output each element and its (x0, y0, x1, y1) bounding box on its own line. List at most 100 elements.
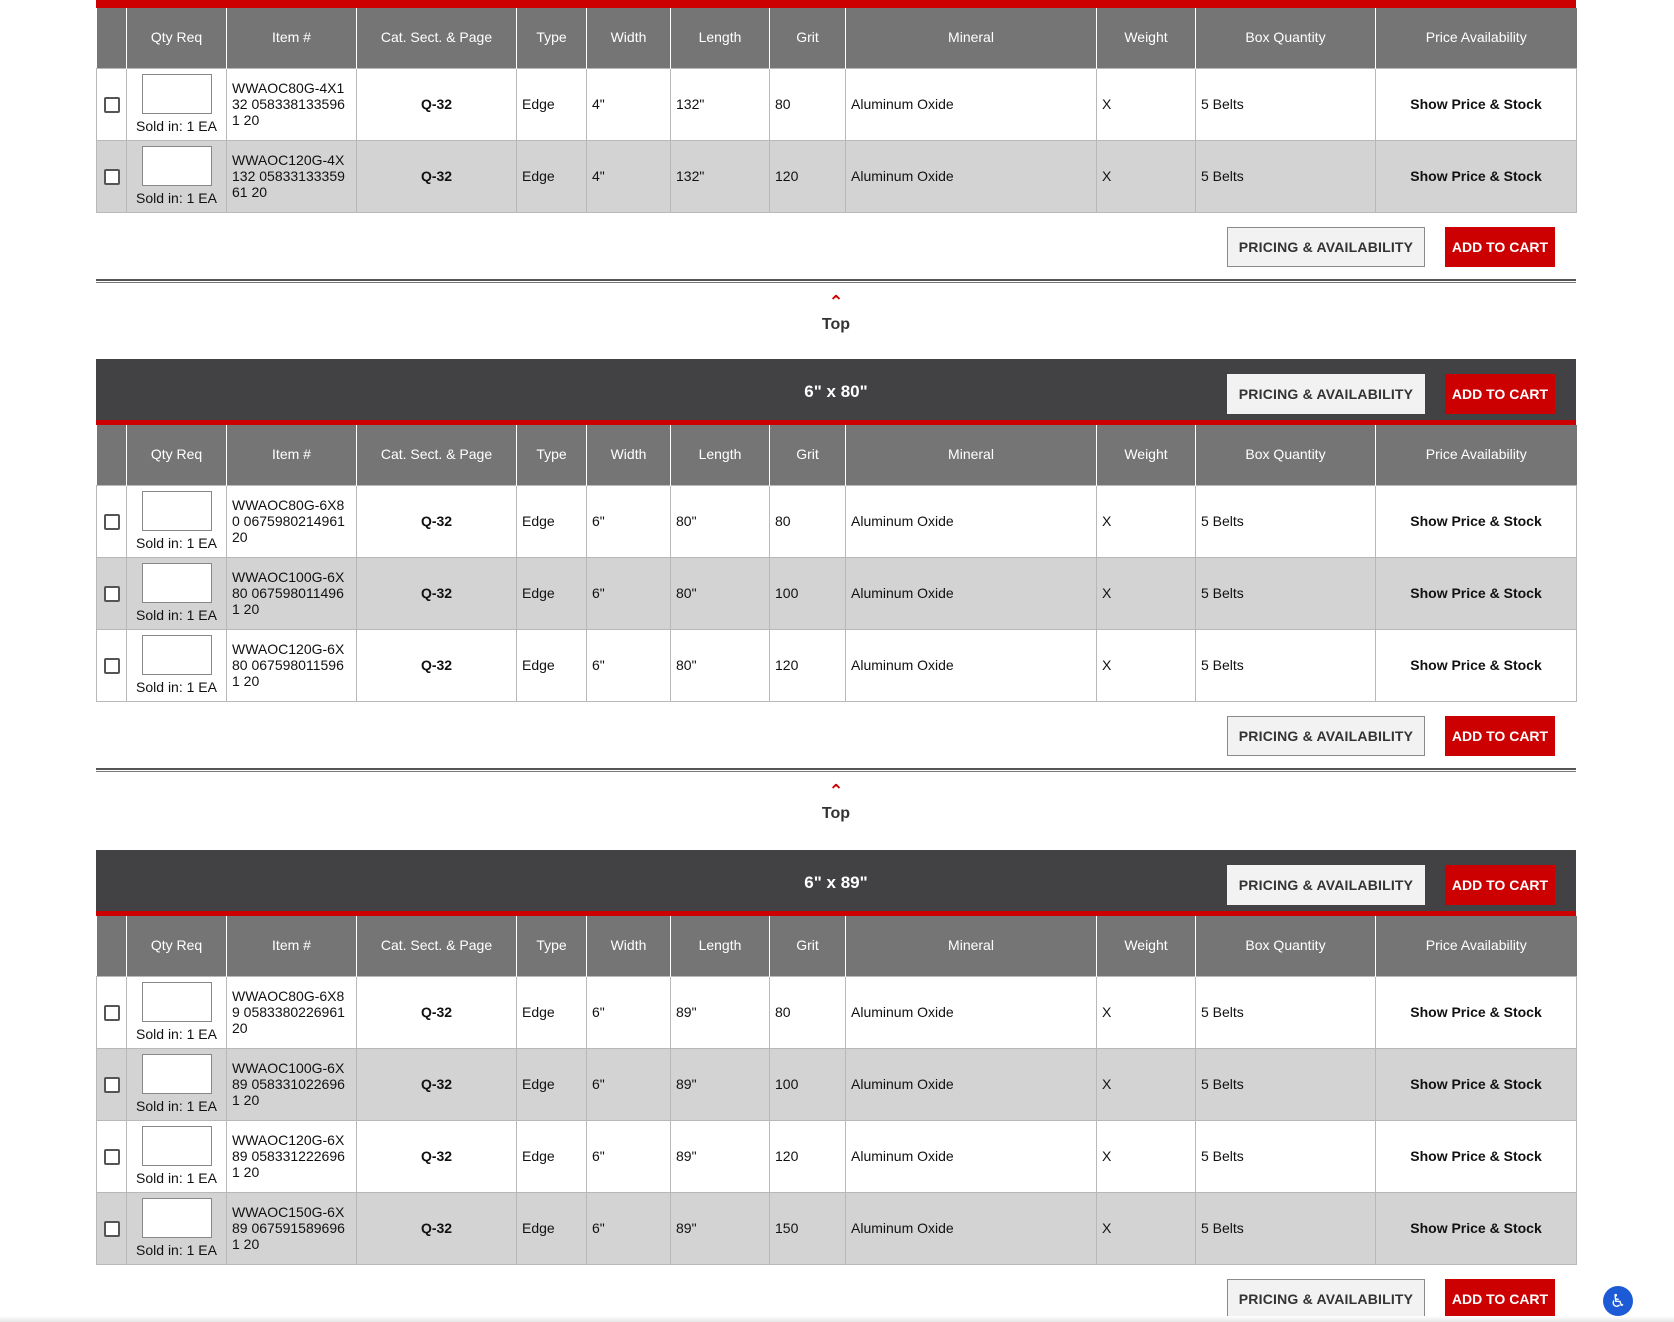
qty-input[interactable] (141, 1198, 212, 1238)
header-width: Width (586, 916, 671, 976)
cat-page-link[interactable]: Q-32 (356, 67, 517, 141)
qty-input[interactable] (141, 1126, 212, 1166)
weight-cell: X (1096, 1191, 1196, 1265)
header-width: Width (586, 425, 671, 485)
header-price: Price Availability (1375, 916, 1577, 976)
qty-input[interactable] (141, 1054, 212, 1094)
weight-cell: X (1096, 556, 1196, 630)
show-price-link[interactable]: Show Price & Stock (1375, 975, 1577, 1049)
header-select (96, 916, 127, 976)
show-price-link[interactable]: Show Price & Stock (1375, 1119, 1577, 1193)
weight-cell: X (1096, 975, 1196, 1049)
product-table: Qty Req Item # Cat. Sect. & Page Type Wi… (96, 916, 1577, 1265)
row-checkbox[interactable] (103, 1148, 120, 1165)
cat-page-link[interactable]: Q-32 (356, 484, 517, 558)
table-row: Sold in: 1 EA WWAOC120G-6X80 06759801159… (96, 628, 1577, 702)
qty-input[interactable] (141, 74, 212, 114)
cat-page-link[interactable]: Q-32 (356, 1191, 517, 1265)
header-box: Box Quantity (1195, 8, 1376, 68)
show-price-link[interactable]: Show Price & Stock (1375, 628, 1577, 702)
show-price-link[interactable]: Show Price & Stock (1375, 139, 1577, 213)
pricing-availability-button[interactable]: PRICING & AVAILABILITY (1227, 226, 1425, 267)
type-cell: Edge (516, 975, 587, 1049)
type-cell: Edge (516, 1191, 587, 1265)
add-to-cart-button[interactable]: ADD TO CART (1445, 865, 1555, 905)
length-cell: 89" (670, 1047, 770, 1121)
group-title: 6" x 89" (804, 873, 868, 892)
sold-in-label: Sold in: 1 EA (136, 190, 217, 206)
show-price-link[interactable]: Show Price & Stock (1375, 1191, 1577, 1265)
row-checkbox[interactable] (103, 168, 120, 185)
group-header: 6" x 89" PRICING & AVAILABILITY ADD TO C… (96, 850, 1576, 916)
grit-cell: 100 (769, 1047, 846, 1121)
mineral-cell: Aluminum Oxide (845, 975, 1097, 1049)
weight-cell: X (1096, 628, 1196, 702)
add-to-cart-button[interactable]: ADD TO CART (1445, 715, 1555, 756)
item-number: WWAOC100G-6X80 0675980114961 20 (226, 556, 357, 630)
accessibility-icon[interactable]: ♿ (1603, 1286, 1633, 1316)
row-checkbox[interactable] (103, 96, 120, 113)
cat-page-link[interactable]: Q-32 (356, 1119, 517, 1193)
table-row: Sold in: 1 EA WWAOC100G-6X80 06759801149… (96, 556, 1577, 630)
grit-cell: 150 (769, 1191, 846, 1265)
sold-in-label: Sold in: 1 EA (136, 535, 217, 551)
weight-cell: X (1096, 139, 1196, 213)
mineral-cell: Aluminum Oxide (845, 1119, 1097, 1193)
header-qty: Qty Req (126, 8, 227, 68)
section-divider (96, 767, 1576, 772)
header-cat: Cat. Sect. & Page (356, 425, 517, 485)
box-cell: 5 Belts (1195, 975, 1376, 1049)
header-grit: Grit (769, 916, 846, 976)
row-checkbox[interactable] (103, 1076, 120, 1093)
item-number: WWAOC80G-6X80 0675980214961 20 (226, 484, 357, 558)
box-cell: 5 Belts (1195, 1047, 1376, 1121)
show-price-link[interactable]: Show Price & Stock (1375, 67, 1577, 141)
show-price-link[interactable]: Show Price & Stock (1375, 484, 1577, 558)
box-cell: 5 Belts (1195, 628, 1376, 702)
product-group-3: 6" x 89" PRICING & AVAILABILITY ADD TO C… (96, 850, 1577, 1322)
pricing-availability-button[interactable]: PRICING & AVAILABILITY (1227, 865, 1425, 905)
group-footer: PRICING & AVAILABILITY ADD TO CART (96, 1265, 1576, 1322)
add-to-cart-button[interactable]: ADD TO CART (1445, 1278, 1555, 1319)
row-checkbox[interactable] (103, 1004, 120, 1021)
show-price-link[interactable]: Show Price & Stock (1375, 556, 1577, 630)
pricing-availability-button[interactable]: PRICING & AVAILABILITY (1227, 1278, 1425, 1319)
row-checkbox[interactable] (103, 657, 120, 674)
section-divider (96, 278, 1576, 283)
length-cell: 80" (670, 484, 770, 558)
row-checkbox[interactable] (103, 1220, 120, 1237)
back-to-top-link[interactable]: ⌃ Top (96, 283, 1576, 355)
item-number: WWAOC80G-6X89 0583380226961 20 (226, 975, 357, 1049)
add-to-cart-button[interactable]: ADD TO CART (1445, 226, 1555, 267)
qty-input[interactable] (141, 563, 212, 603)
pricing-availability-button[interactable]: PRICING & AVAILABILITY (1227, 715, 1425, 756)
row-checkbox[interactable] (103, 513, 120, 530)
page-bottom-edge (0, 1316, 1674, 1322)
row-checkbox[interactable] (103, 585, 120, 602)
item-number: WWAOC120G-6X80 0675980115961 20 (226, 628, 357, 702)
table-header-row: Qty Req Item # Cat. Sect. & Page Type Wi… (96, 916, 1577, 976)
qty-input[interactable] (141, 146, 212, 186)
cat-page-link[interactable]: Q-32 (356, 139, 517, 213)
header-item: Item # (226, 8, 357, 68)
cat-page-link[interactable]: Q-32 (356, 975, 517, 1049)
pricing-availability-button[interactable]: PRICING & AVAILABILITY (1227, 374, 1425, 414)
qty-input[interactable] (141, 635, 212, 675)
item-number: WWAOC80G-4X132 0583381335961 20 (226, 67, 357, 141)
cat-page-link[interactable]: Q-32 (356, 628, 517, 702)
header-weight: Weight (1096, 8, 1196, 68)
header-mineral: Mineral (845, 8, 1097, 68)
add-to-cart-button[interactable]: ADD TO CART (1445, 374, 1555, 414)
show-price-link[interactable]: Show Price & Stock (1375, 1047, 1577, 1121)
length-cell: 89" (670, 1191, 770, 1265)
header-cat: Cat. Sect. & Page (356, 8, 517, 68)
cat-page-link[interactable]: Q-32 (356, 556, 517, 630)
qty-input[interactable] (141, 982, 212, 1022)
item-number: WWAOC100G-6X89 0583310226961 20 (226, 1047, 357, 1121)
back-to-top-link[interactable]: ⌃ Top (96, 772, 1576, 844)
qty-input[interactable] (141, 491, 212, 531)
back-to-top-label: Top (821, 315, 851, 333)
grit-cell: 120 (769, 1119, 846, 1193)
grit-cell: 80 (769, 67, 846, 141)
cat-page-link[interactable]: Q-32 (356, 1047, 517, 1121)
